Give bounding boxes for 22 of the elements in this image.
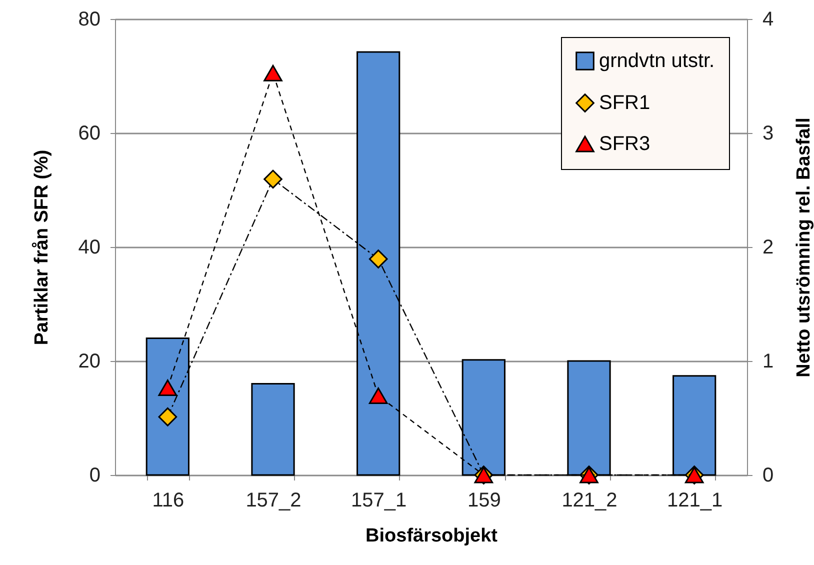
y2-tick-label: 3 bbox=[762, 122, 774, 144]
y-axis-title: Partiklar från SFR (%) bbox=[32, 150, 52, 346]
x-tick-label: 121_1 bbox=[667, 490, 723, 512]
x-tick-label: 159 bbox=[467, 490, 501, 512]
y-tick-label: 20 bbox=[78, 350, 100, 372]
y2-tick-label: 0 bbox=[762, 464, 774, 486]
y2-tick-label: 1 bbox=[762, 350, 774, 372]
x-tick-label: 157_2 bbox=[246, 490, 302, 512]
y2-tick-label: 2 bbox=[762, 236, 774, 258]
y-tick-label: 60 bbox=[78, 122, 100, 144]
legend-label: SFR3 bbox=[599, 133, 650, 155]
y-tick-label: 80 bbox=[78, 8, 100, 30]
y-tick-label: 40 bbox=[78, 236, 100, 258]
legend-label: grndvtn utstr. bbox=[599, 50, 715, 72]
legend-label: SFR1 bbox=[599, 92, 650, 114]
x-tick-label: 157_1 bbox=[351, 490, 407, 512]
y2-axis-title: Netto utsrömning rel. Basfall bbox=[794, 118, 814, 378]
y-tick-label: 0 bbox=[89, 464, 100, 486]
y2-tick-label: 4 bbox=[762, 8, 774, 30]
x-tick-label: 116 bbox=[152, 490, 184, 512]
x-tick-label: 121_2 bbox=[562, 490, 618, 512]
x-axis-title: Biosfärsobjekt bbox=[366, 526, 498, 546]
